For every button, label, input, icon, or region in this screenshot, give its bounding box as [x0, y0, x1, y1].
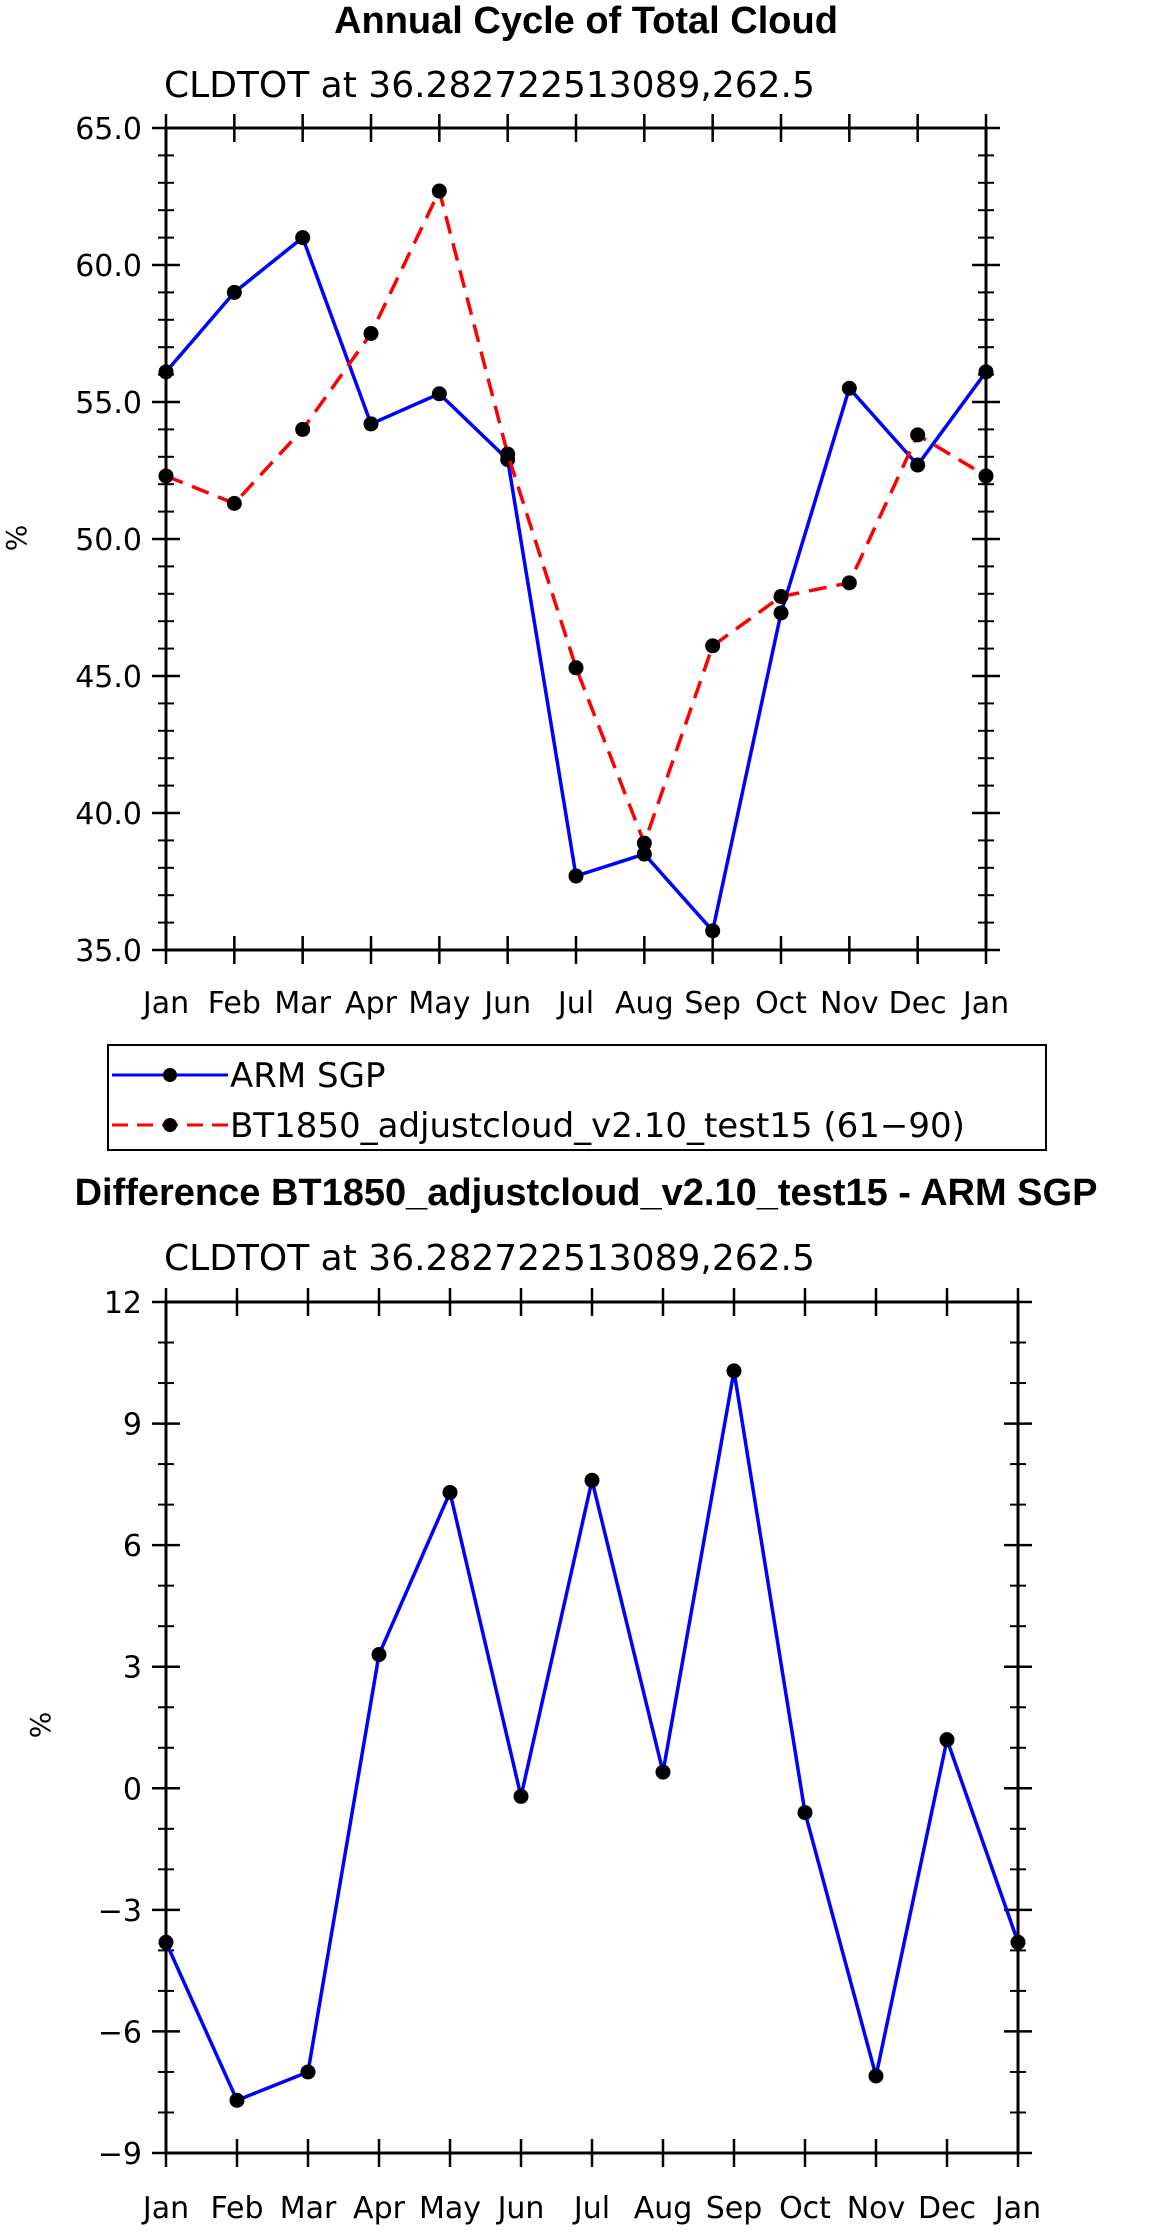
data-point: [774, 605, 789, 620]
data-point: [705, 638, 720, 653]
chart2-ylabel: %: [24, 1712, 57, 1739]
data-point: [842, 381, 857, 396]
chart1-ylabel: %: [0, 525, 33, 552]
plot-frame: [166, 128, 986, 950]
x-tick-label: Mar: [274, 986, 331, 1021]
data-point: [432, 386, 447, 401]
data-point: [979, 468, 994, 483]
data-point: [1011, 1935, 1026, 1950]
series-line-0: [166, 238, 986, 931]
data-point: [656, 1765, 671, 1780]
data-point: [227, 496, 242, 511]
data-point: [500, 447, 515, 462]
chart2-title: Difference BT1850_adjustcloud_v2.10_test…: [75, 1172, 1098, 1214]
data-point: [798, 1805, 813, 1820]
data-point: [364, 326, 379, 341]
data-point: [940, 1732, 955, 1747]
x-tick-label: Aug: [634, 2191, 693, 2226]
data-point: [432, 184, 447, 199]
x-tick-label: Jan: [141, 2191, 189, 2226]
x-tick-label: Jan: [993, 2191, 1041, 2226]
legend-marker-model: [163, 1118, 177, 1132]
data-point: [869, 2069, 884, 2084]
data-point: [727, 1363, 742, 1378]
data-point: [979, 364, 994, 379]
data-point: [295, 230, 310, 245]
figure: Annual Cycle of Total Cloud CLDTOT at 36…: [0, 0, 1172, 2232]
legend-marker-arm: [163, 1068, 177, 1082]
x-tick-label: Mar: [280, 2191, 337, 2226]
y-tick-label: −3: [98, 1894, 142, 1929]
data-point: [372, 1647, 387, 1662]
x-tick-label: Jul: [556, 986, 594, 1021]
x-tick-label: Oct: [755, 986, 807, 1021]
y-tick-label: 40.0: [75, 797, 142, 832]
data-point: [842, 575, 857, 590]
x-tick-label: Aug: [615, 986, 674, 1021]
x-tick-label: Feb: [210, 2191, 263, 2226]
data-point: [159, 468, 174, 483]
x-tick-label: Dec: [889, 986, 947, 1021]
series-line-1: [166, 191, 986, 843]
data-point: [230, 2093, 245, 2108]
x-tick-label: Jun: [482, 986, 531, 1021]
y-tick-label: 12: [104, 1286, 142, 1321]
y-tick-label: 3: [123, 1651, 142, 1686]
chart1-subtitle: CLDTOT at 36.282722513089,262.5: [164, 65, 815, 106]
data-point: [569, 869, 584, 884]
x-tick-label: Nov: [847, 2191, 906, 2226]
x-tick-label: Jan: [141, 986, 189, 1021]
data-point: [159, 1935, 174, 1950]
data-point: [301, 2064, 316, 2079]
x-tick-label: Oct: [779, 2191, 831, 2226]
y-tick-label: 9: [123, 1408, 142, 1443]
data-point: [227, 285, 242, 300]
x-tick-label: Jun: [496, 2191, 545, 2226]
data-point: [514, 1789, 529, 1804]
data-point: [910, 458, 925, 473]
x-tick-label: Jan: [961, 986, 1009, 1021]
data-point: [569, 660, 584, 675]
y-tick-label: −6: [98, 2015, 142, 2050]
data-point: [910, 427, 925, 442]
y-tick-label: 60.0: [75, 249, 142, 284]
data-point: [774, 589, 789, 604]
x-tick-label: Jul: [572, 2191, 610, 2226]
data-point: [443, 1485, 458, 1500]
chart1-legend: ARM SGP BT1850_adjustcloud_v2.10_test15 …: [108, 1045, 1046, 1150]
chart1-title: Annual Cycle of Total Cloud: [334, 0, 838, 42]
y-tick-label: 0: [123, 1772, 142, 1807]
legend-label-model: BT1850_adjustcloud_v2.10_test15 (61−90): [230, 1106, 965, 1146]
x-tick-label: Sep: [684, 986, 741, 1021]
data-point: [705, 923, 720, 938]
data-point: [364, 416, 379, 431]
x-tick-label: Dec: [918, 2191, 976, 2226]
y-tick-label: 65.0: [75, 112, 142, 147]
y-tick-label: 35.0: [75, 934, 142, 969]
plot-frame: [166, 1302, 1018, 2153]
x-tick-label: Nov: [820, 986, 879, 1021]
data-point: [295, 422, 310, 437]
x-tick-label: Sep: [706, 2191, 763, 2226]
x-tick-label: Feb: [208, 986, 261, 1021]
x-tick-label: May: [419, 2191, 481, 2226]
y-tick-label: −9: [98, 2137, 142, 2172]
data-point: [159, 364, 174, 379]
y-tick-label: 50.0: [75, 523, 142, 558]
data-point: [585, 1473, 600, 1488]
y-tick-label: 6: [123, 1529, 142, 1564]
y-tick-label: 45.0: [75, 660, 142, 695]
chart2-subtitle: CLDTOT at 36.282722513089,262.5: [164, 1238, 815, 1279]
data-point: [637, 836, 652, 851]
x-tick-label: Apr: [345, 986, 398, 1021]
legend-label-arm: ARM SGP: [230, 1056, 385, 1096]
difference-chart: Difference BT1850_adjustcloud_v2.10_test…: [24, 1172, 1097, 2226]
annual-cycle-chart: Annual Cycle of Total Cloud CLDTOT at 36…: [0, 0, 1046, 1150]
x-tick-label: May: [408, 986, 470, 1021]
y-tick-label: 55.0: [75, 386, 142, 421]
x-tick-label: Apr: [353, 2191, 406, 2226]
